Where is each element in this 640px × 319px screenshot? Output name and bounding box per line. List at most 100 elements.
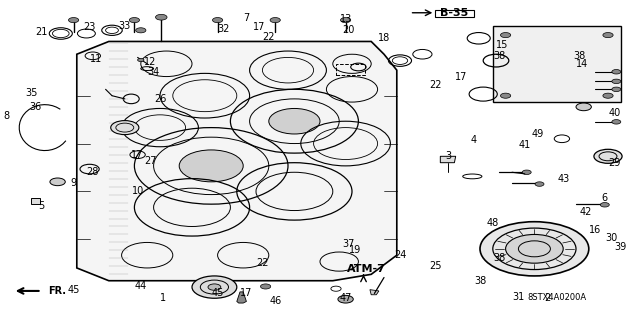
Circle shape xyxy=(480,222,589,276)
Circle shape xyxy=(208,284,221,290)
Text: 16: 16 xyxy=(589,225,602,235)
Text: 26: 26 xyxy=(154,94,166,104)
Circle shape xyxy=(338,295,353,303)
Text: 8STX4A0200A: 8STX4A0200A xyxy=(527,293,586,302)
Text: 45: 45 xyxy=(67,285,80,295)
Text: 37: 37 xyxy=(342,239,355,249)
Circle shape xyxy=(612,87,621,92)
Bar xyxy=(493,26,621,102)
Circle shape xyxy=(506,234,563,263)
Circle shape xyxy=(603,93,613,98)
Bar xyxy=(435,10,474,17)
Text: FR.: FR. xyxy=(48,286,66,296)
Text: ATM-7: ATM-7 xyxy=(347,263,385,274)
Circle shape xyxy=(212,18,223,23)
Text: 40: 40 xyxy=(608,108,621,118)
Text: 24: 24 xyxy=(394,250,406,260)
Text: 1: 1 xyxy=(160,293,166,303)
Text: 23: 23 xyxy=(83,22,96,32)
Polygon shape xyxy=(237,292,246,303)
Circle shape xyxy=(535,182,544,186)
Text: 14: 14 xyxy=(576,59,589,69)
Circle shape xyxy=(156,14,167,20)
Text: B-35: B-35 xyxy=(440,8,468,18)
Text: 29: 29 xyxy=(608,158,621,168)
Text: 30: 30 xyxy=(605,233,618,243)
Text: 41: 41 xyxy=(518,140,531,150)
Text: 36: 36 xyxy=(29,102,42,112)
Circle shape xyxy=(270,18,280,23)
Polygon shape xyxy=(77,41,397,281)
Circle shape xyxy=(111,121,139,135)
Text: 38: 38 xyxy=(573,51,586,61)
Text: 42: 42 xyxy=(579,207,592,217)
Circle shape xyxy=(260,284,271,289)
Circle shape xyxy=(136,28,146,33)
Circle shape xyxy=(50,178,65,186)
Circle shape xyxy=(68,18,79,23)
Text: 17: 17 xyxy=(240,288,253,299)
Circle shape xyxy=(612,120,621,124)
Text: 46: 46 xyxy=(269,296,282,307)
Circle shape xyxy=(600,203,609,207)
Circle shape xyxy=(500,33,511,38)
Circle shape xyxy=(179,150,243,182)
Text: 2: 2 xyxy=(544,293,550,303)
Text: 19: 19 xyxy=(349,245,362,256)
Circle shape xyxy=(522,170,531,174)
Text: 17: 17 xyxy=(253,22,266,32)
Text: 22: 22 xyxy=(256,258,269,268)
Text: 32: 32 xyxy=(218,24,230,34)
Circle shape xyxy=(612,70,621,74)
Text: 5: 5 xyxy=(38,201,45,211)
Text: 47: 47 xyxy=(339,293,352,303)
Circle shape xyxy=(129,18,140,23)
Bar xyxy=(336,64,365,75)
Text: 43: 43 xyxy=(557,174,570,184)
Circle shape xyxy=(340,18,351,23)
Text: 8: 8 xyxy=(3,111,10,122)
Text: 34: 34 xyxy=(147,67,160,77)
Text: 4: 4 xyxy=(470,135,477,145)
Circle shape xyxy=(603,33,613,38)
Text: 28: 28 xyxy=(86,167,99,177)
Circle shape xyxy=(612,79,621,84)
Circle shape xyxy=(192,276,237,298)
Text: 33: 33 xyxy=(118,20,131,31)
Text: 35: 35 xyxy=(26,87,38,98)
Text: 22: 22 xyxy=(429,79,442,90)
Text: 44: 44 xyxy=(134,280,147,291)
Text: 13: 13 xyxy=(339,14,352,24)
Text: 27: 27 xyxy=(144,156,157,166)
Text: 17: 17 xyxy=(454,71,467,82)
Text: 17: 17 xyxy=(131,150,144,160)
Text: 38: 38 xyxy=(493,253,506,263)
Text: 11: 11 xyxy=(90,54,102,64)
Text: 9: 9 xyxy=(70,178,77,189)
Text: 12: 12 xyxy=(144,57,157,67)
Polygon shape xyxy=(370,290,379,295)
Text: 45: 45 xyxy=(211,288,224,299)
Circle shape xyxy=(269,108,320,134)
Text: 38: 38 xyxy=(474,276,486,286)
Circle shape xyxy=(500,93,511,98)
Text: 3: 3 xyxy=(445,151,451,161)
Polygon shape xyxy=(440,156,456,163)
Text: 48: 48 xyxy=(486,218,499,228)
Circle shape xyxy=(594,149,622,163)
Text: 10: 10 xyxy=(131,186,144,197)
Text: 22: 22 xyxy=(262,32,275,42)
Text: 38: 38 xyxy=(493,51,506,61)
Text: 31: 31 xyxy=(512,292,525,302)
Text: 25: 25 xyxy=(429,261,442,271)
Text: 18: 18 xyxy=(378,33,390,43)
Text: 21: 21 xyxy=(35,27,48,37)
Polygon shape xyxy=(31,198,40,204)
Circle shape xyxy=(138,58,144,62)
Text: 15: 15 xyxy=(496,40,509,50)
Circle shape xyxy=(576,103,591,111)
Text: 49: 49 xyxy=(531,129,544,139)
Text: 6: 6 xyxy=(602,193,608,203)
Text: 7: 7 xyxy=(243,12,250,23)
Text: 20: 20 xyxy=(342,25,355,35)
